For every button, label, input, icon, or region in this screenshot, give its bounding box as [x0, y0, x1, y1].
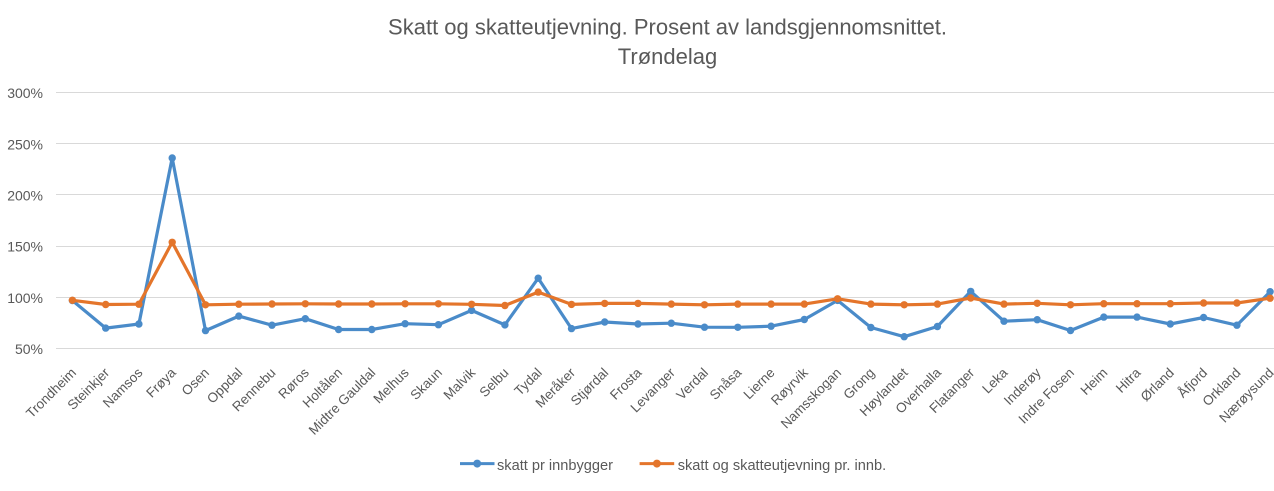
- svg-text:150%: 150%: [7, 239, 43, 255]
- svg-text:300%: 300%: [7, 85, 43, 101]
- svg-text:100%: 100%: [7, 290, 43, 306]
- svg-text:200%: 200%: [7, 188, 43, 204]
- svg-text:Trøndelag: Trøndelag: [618, 44, 717, 69]
- svg-text:50%: 50%: [15, 341, 43, 357]
- svg-text:Skatt og skatteutjevning. Pros: Skatt og skatteutjevning. Prosent av lan…: [388, 15, 947, 40]
- svg-text:250%: 250%: [7, 136, 43, 152]
- svg-text:skatt og skatteutjevning pr. i: skatt og skatteutjevning pr. innb.: [678, 458, 887, 474]
- svg-text:skatt pr innbygger: skatt pr innbygger: [497, 458, 613, 474]
